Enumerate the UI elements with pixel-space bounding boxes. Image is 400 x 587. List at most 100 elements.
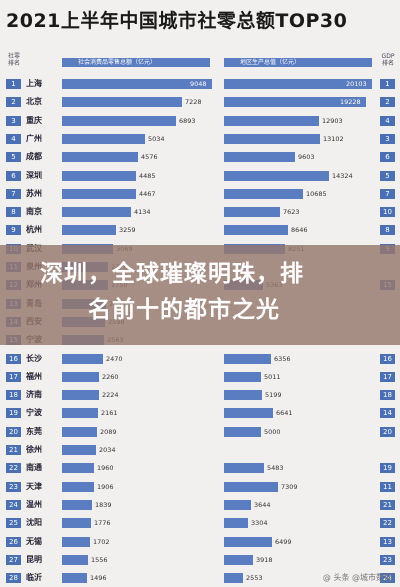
retail-value-label: 5034 (148, 134, 165, 143)
city-label: 徐州 (26, 445, 42, 454)
city-label: 东莞 (26, 426, 42, 436)
gdp-rank-header: GDP 排名 (378, 53, 398, 67)
retail-bar (62, 79, 212, 89)
retail-value-label: 1776 (94, 519, 111, 528)
city-label: 宁波 (26, 408, 42, 418)
social-rank-badge: 5 (6, 152, 21, 163)
retail-value-label: 1960 (97, 464, 114, 473)
gdp-value-label: 2553 (246, 574, 263, 583)
gdp-bar (224, 133, 320, 144)
city-label: 福州 (26, 371, 42, 381)
gdp-bar (224, 518, 248, 529)
city-label: 成都 (26, 152, 42, 162)
legend-gdp-label: 地区生产总值（亿元） (240, 59, 301, 66)
table-row: 1 上海 9048 20103 1 (0, 75, 400, 93)
retail-value-label: 4134 (134, 208, 151, 217)
retail-value-label: 6893 (179, 116, 196, 125)
city-label: 北京 (26, 97, 42, 107)
social-rank-badge: 23 (6, 481, 21, 492)
city-label: 临沂 (26, 573, 42, 583)
gdp-bar (224, 97, 366, 108)
social-rank-badge: 1 (6, 79, 21, 89)
gdp-bar (224, 463, 264, 474)
retail-bar (62, 426, 97, 437)
table-row: 19 宁波 2161 6641 14 (0, 404, 400, 422)
retail-bar (62, 371, 99, 382)
retail-bar (62, 152, 138, 163)
city-label: 济南 (26, 390, 42, 400)
retail-bar (62, 115, 176, 126)
table-row: 23 天津 1906 7309 11 (0, 478, 400, 496)
retail-value-label: 3259 (119, 226, 136, 235)
gdp-bar (224, 426, 261, 437)
gdp-rank-badge: 16 (380, 353, 395, 364)
gdp-rank-badge: 4 (380, 115, 395, 126)
page-title: 2021上半年中国城市社零总额TOP30 (6, 10, 348, 32)
table-row: 6 深圳 4485 14324 5 (0, 167, 400, 185)
city-label: 南京 (26, 207, 42, 217)
gdp-rank-badge: 19 (380, 463, 395, 474)
gdp-rank-badge: 5 (380, 170, 395, 181)
gdp-bar (224, 499, 251, 510)
city-label: 无锡 (26, 536, 42, 546)
social-rank-badge: 22 (6, 463, 21, 474)
retail-value-label: 1702 (93, 537, 110, 546)
social-rank-badge: 26 (6, 536, 21, 547)
retail-value-label: 1906 (97, 482, 114, 491)
city-label: 广州 (26, 133, 42, 143)
gdp-rank-badge: 7 (380, 188, 395, 199)
table-row: 20 东莞 2089 5000 20 (0, 423, 400, 441)
table-row: 17 福州 2260 5011 17 (0, 368, 400, 386)
retail-value-label: 1556 (91, 555, 108, 564)
retail-value-label: 4576 (141, 153, 158, 162)
retail-value-label: 2470 (106, 354, 123, 363)
gdp-bar (224, 79, 372, 89)
gdp-bar (224, 225, 288, 236)
gdp-bar (224, 152, 295, 163)
retail-value-label: 9048 (190, 80, 207, 88)
watermark: @ 头条 @城市数据 (322, 573, 392, 582)
gdp-bar (224, 371, 261, 382)
social-rank-badge: 3 (6, 115, 21, 126)
table-row: 18 济南 2224 5199 18 (0, 386, 400, 404)
gdp-value-label: 10685 (306, 189, 327, 198)
social-rank-badge: 19 (6, 408, 21, 419)
retail-bar (62, 536, 90, 547)
table-row: 25 沈阳 1776 3304 22 (0, 514, 400, 532)
gdp-rank-badge: 21 (380, 499, 395, 510)
legend-retail: 社会消费品零售总额（亿元） (62, 58, 210, 67)
banner-line1: 深圳，全球璀璨明珠，排 (40, 261, 304, 287)
city-label: 天津 (26, 481, 42, 491)
social-rank-badge: 28 (6, 573, 21, 584)
retail-value-label: 4485 (139, 171, 156, 180)
retail-bar (62, 390, 99, 401)
gdp-value-label: 5000 (264, 427, 281, 436)
social-rank-badge: 8 (6, 207, 21, 218)
legend-gdp: 地区生产总值（亿元） (224, 58, 372, 67)
gdp-rank-header-line2: 排名 (381, 60, 394, 67)
social-rank-badge: 27 (6, 554, 21, 565)
retail-bar (62, 573, 87, 584)
social-rank-badge: 17 (6, 371, 21, 382)
gdp-value-label: 6641 (276, 409, 293, 418)
retail-bar (62, 445, 96, 455)
retail-value-label: 2034 (99, 446, 116, 454)
table-row: 3 重庆 6893 12903 4 (0, 112, 400, 130)
rank-header-line1: 社零 (8, 53, 21, 60)
retail-value-label: 2161 (101, 409, 118, 418)
table-row: 26 无锡 1702 6499 13 (0, 533, 400, 551)
gdp-bar (224, 207, 280, 218)
gdp-rank-badge: 24 (380, 573, 395, 584)
gdp-value-label: 3644 (254, 500, 271, 509)
social-rank-badge: 24 (6, 499, 21, 510)
city-label: 昆明 (26, 554, 42, 564)
retail-bar (62, 463, 94, 474)
gdp-bar (224, 115, 319, 126)
gdp-rank-badge: 17 (380, 371, 395, 382)
social-rank-badge: 21 (6, 445, 21, 455)
social-rank-badge: 25 (6, 518, 21, 529)
retail-bar (62, 518, 91, 529)
gdp-rank-header-line1: GDP (381, 53, 395, 60)
gdp-value-label: 6356 (274, 354, 291, 363)
city-label: 杭州 (26, 225, 42, 235)
